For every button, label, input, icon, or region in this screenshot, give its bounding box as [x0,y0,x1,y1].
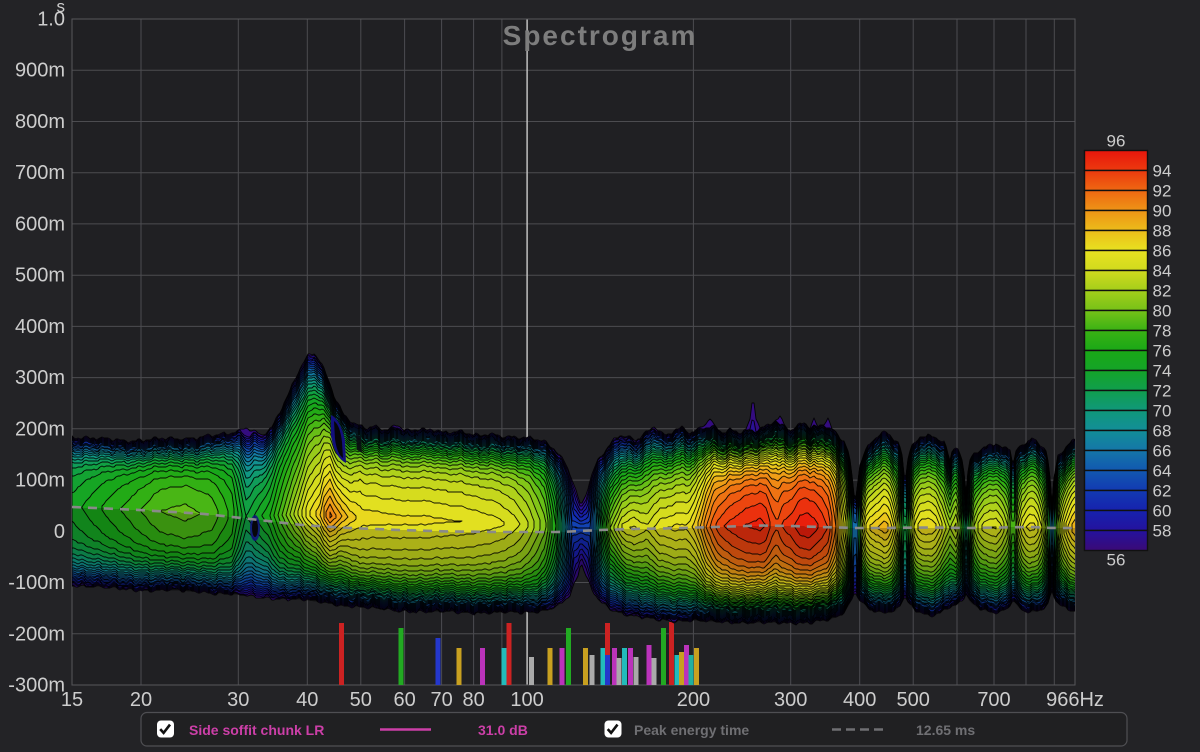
svg-text:64: 64 [1153,462,1172,481]
svg-text:s: s [57,0,66,16]
svg-text:92: 92 [1153,182,1172,201]
svg-text:50: 50 [350,689,372,711]
svg-text:94: 94 [1153,162,1172,181]
svg-text:66: 66 [1153,442,1172,461]
svg-text:700m: 700m [15,162,65,184]
svg-text:72: 72 [1153,382,1172,401]
svg-text:74: 74 [1153,362,1172,381]
svg-text:400m: 400m [15,316,65,338]
svg-text:78: 78 [1153,322,1172,341]
svg-text:800m: 800m [15,111,65,133]
svg-text:12.65 ms: 12.65 ms [916,722,975,738]
svg-text:500: 500 [897,689,930,711]
svg-text:80: 80 [462,689,484,711]
svg-text:56: 56 [1107,551,1126,570]
svg-text:400: 400 [843,689,876,711]
svg-text:96: 96 [1107,132,1126,151]
svg-text:62: 62 [1153,482,1172,501]
svg-text:80: 80 [1153,302,1172,321]
svg-text:84: 84 [1153,262,1172,281]
svg-text:100m: 100m [15,470,65,492]
svg-text:600m: 600m [15,213,65,235]
svg-text:60: 60 [393,689,415,711]
svg-text:100: 100 [510,689,543,711]
svg-text:90: 90 [1153,202,1172,221]
svg-text:0: 0 [54,521,65,543]
svg-text:68: 68 [1153,422,1172,441]
svg-text:60: 60 [1153,502,1172,521]
svg-text:Side soffit chunk LR: Side soffit chunk LR [189,722,324,738]
svg-text:200: 200 [677,689,710,711]
svg-text:31.0 dB: 31.0 dB [478,722,528,738]
svg-text:30: 30 [227,689,249,711]
svg-text:900m: 900m [15,60,65,82]
svg-text:300m: 300m [15,367,65,389]
svg-text:70: 70 [1153,402,1172,421]
svg-text:86: 86 [1153,242,1172,261]
svg-text:70: 70 [430,689,452,711]
svg-text:-100m: -100m [8,572,65,594]
svg-text:82: 82 [1153,282,1172,301]
svg-text:-200m: -200m [8,623,65,645]
svg-text:Spectrogram: Spectrogram [503,20,698,51]
svg-text:58: 58 [1153,522,1172,541]
svg-text:966Hz: 966Hz [1046,689,1104,711]
svg-text:15: 15 [61,689,83,711]
svg-text:Peak energy time: Peak energy time [634,722,749,738]
svg-text:40: 40 [296,689,318,711]
svg-text:76: 76 [1153,342,1172,361]
svg-text:88: 88 [1153,222,1172,241]
svg-text:-300m: -300m [8,675,65,697]
svg-text:20: 20 [130,689,152,711]
svg-text:200m: 200m [15,418,65,440]
svg-text:1.0: 1.0 [37,9,65,31]
svg-text:700: 700 [977,689,1010,711]
svg-text:300: 300 [774,689,807,711]
svg-text:500m: 500m [15,265,65,287]
